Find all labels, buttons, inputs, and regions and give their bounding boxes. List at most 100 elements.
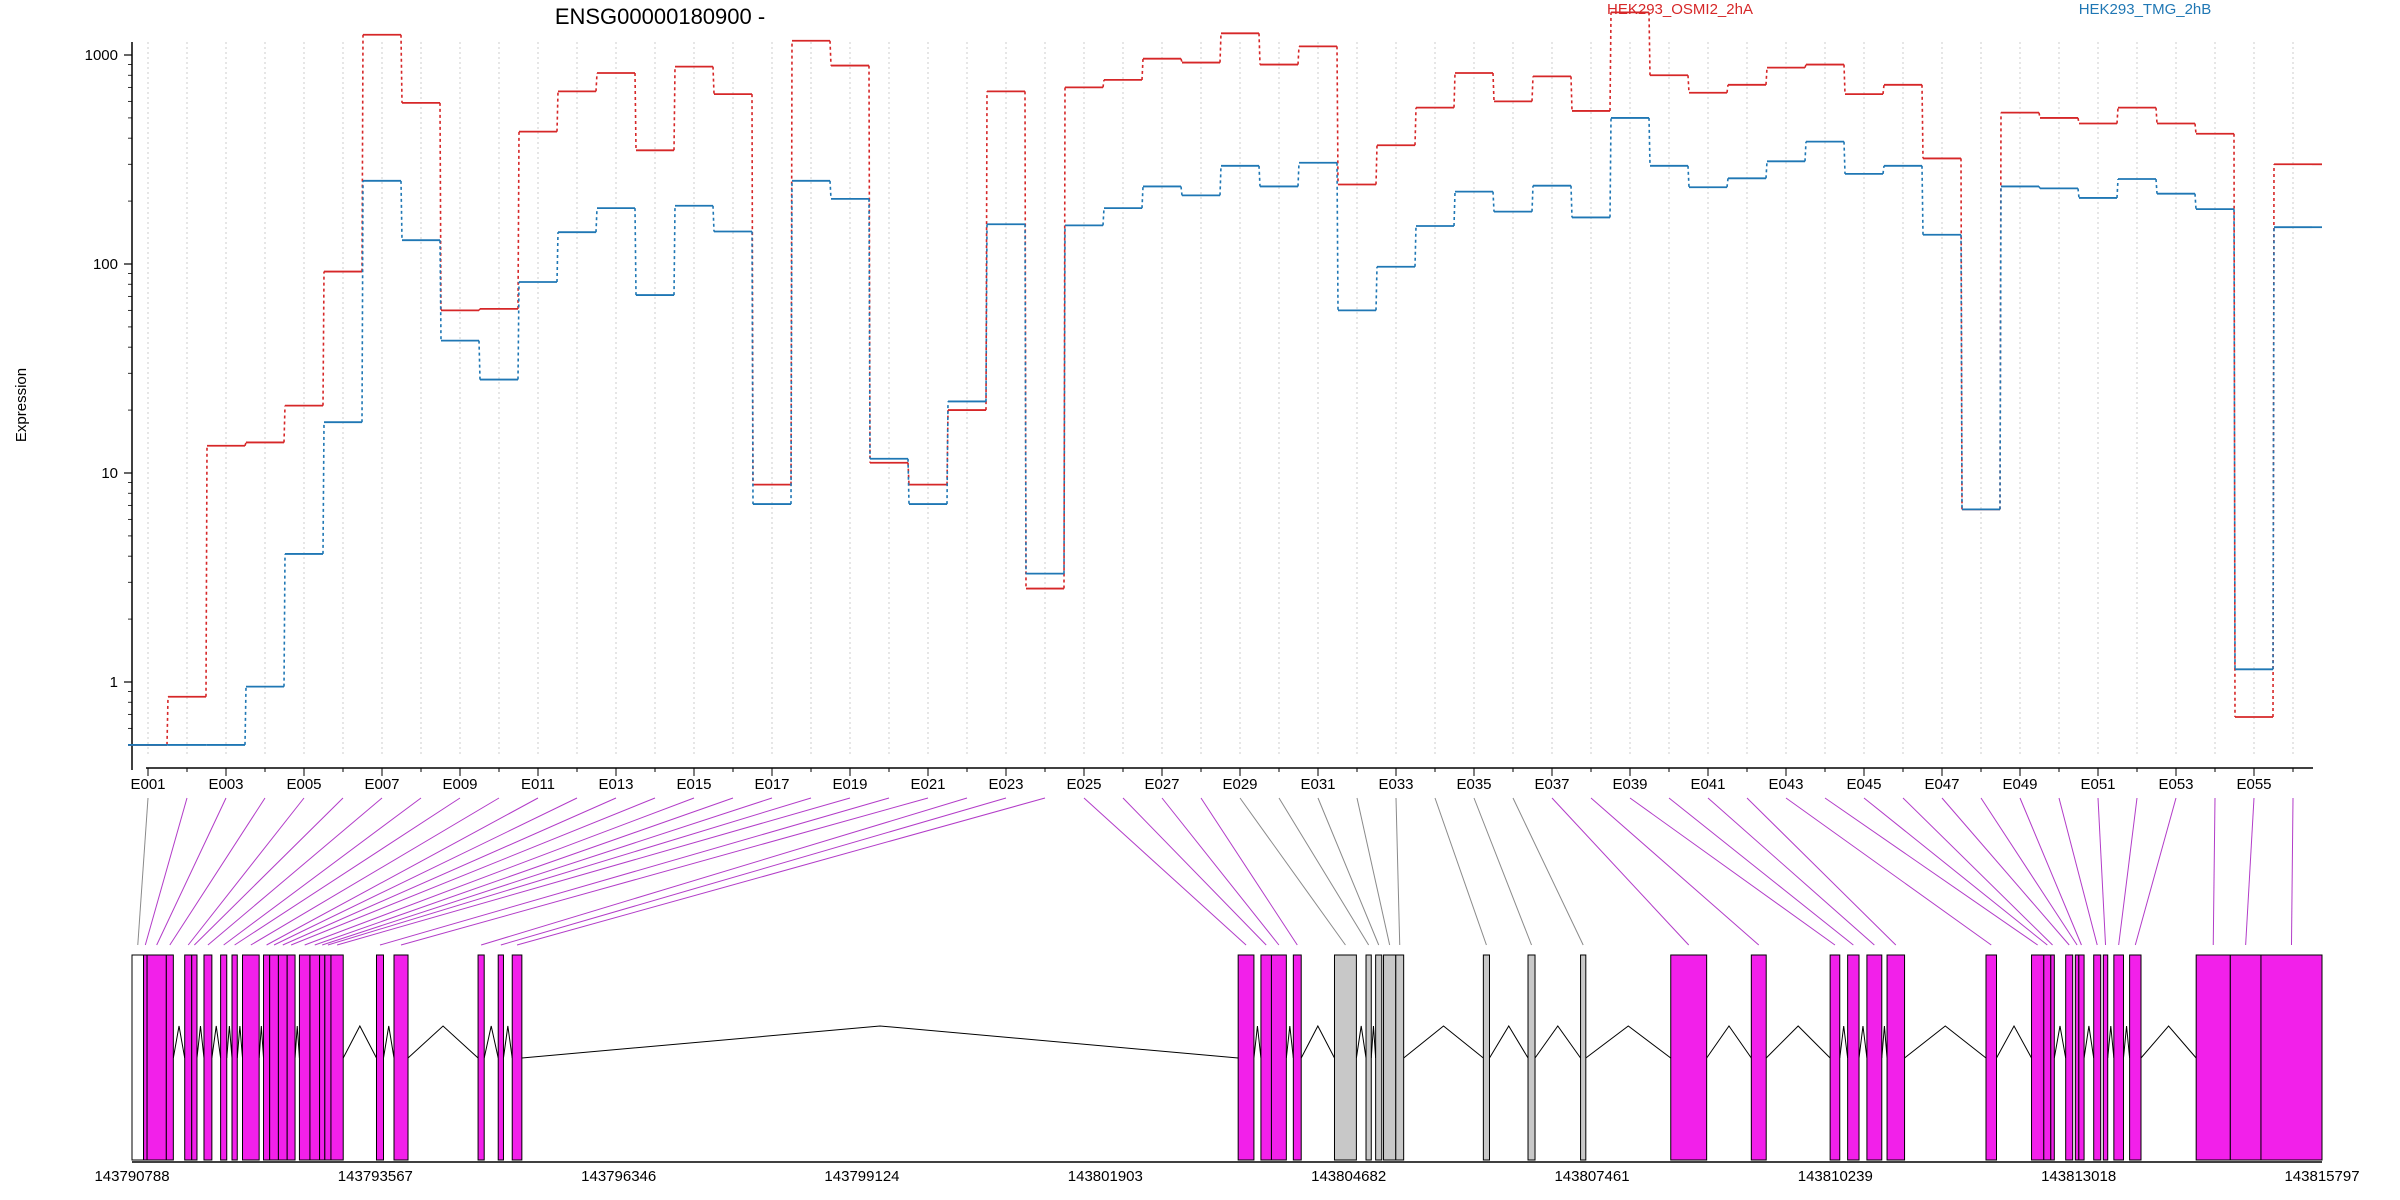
series-connector [322, 422, 325, 554]
exon-box [1375, 954, 1383, 1161]
series-connector [1609, 12, 1612, 111]
series-connector [1804, 141, 1807, 162]
exon-box [146, 954, 167, 1161]
exon-connector [500, 797, 1007, 946]
x-tick-label: E041 [1690, 776, 1725, 793]
exon-connector [1434, 797, 1487, 946]
exon-box [263, 954, 271, 1161]
series-connector [2194, 123, 2197, 134]
series-connector [478, 308, 481, 311]
intron-line [2053, 1025, 2067, 1059]
series-connector [712, 205, 715, 232]
series-connector [1609, 117, 1612, 218]
series-connector [2038, 186, 2041, 189]
x-tick-label: E021 [910, 776, 945, 793]
series-connector [1141, 58, 1144, 80]
exon-connector [1473, 797, 1532, 946]
exon-connector [193, 797, 344, 946]
exon-box [1866, 954, 1883, 1161]
intron-line [196, 1025, 205, 1059]
series-connector [1297, 162, 1300, 187]
series-connector [1960, 234, 1963, 510]
exon-connector [1317, 797, 1380, 946]
series-connector [790, 180, 793, 505]
series-connector [400, 34, 403, 103]
exon-box [191, 954, 198, 1161]
y-axis: 1 10 100 1000 [85, 42, 133, 770]
series-connector [1570, 185, 1573, 218]
exon-box [286, 954, 296, 1161]
exon-box [511, 954, 523, 1161]
exon-connector [327, 797, 812, 946]
exon-box [1270, 954, 1287, 1161]
series-connector [2038, 112, 2041, 119]
exon-connector [1083, 797, 1247, 946]
coord-tick-label: 143815797 [2284, 1168, 2359, 1185]
intron-line [2083, 1025, 2095, 1059]
series-connector [1141, 186, 1144, 209]
series-connector [1882, 84, 1885, 95]
intron-line [1355, 1025, 1367, 1059]
exon-box [2129, 954, 2142, 1161]
coord-tick-label: 143796346 [581, 1168, 656, 1185]
intron-line [1534, 1025, 1581, 1059]
series-connector [556, 232, 559, 283]
intron-line [211, 1025, 222, 1059]
x-tick-label: E039 [1612, 776, 1647, 793]
series-connector [1882, 165, 1885, 174]
intron-line [294, 1025, 300, 1059]
intron-line [2122, 1025, 2131, 1059]
coordinate-axis: 143790788 143793567 143796346 143799124 1438… [94, 1161, 2360, 1185]
exon-box [1750, 954, 1767, 1161]
exon-connector [234, 797, 461, 946]
series-connector [1765, 161, 1768, 179]
exon-connector [322, 797, 773, 946]
intron-line [236, 1025, 244, 1059]
exon-box [2229, 954, 2262, 1161]
x-tick-label: E033 [1378, 776, 1413, 793]
series-connector [1726, 84, 1729, 93]
exon-connector-lines [137, 797, 2294, 946]
intron-line [1706, 1025, 1752, 1059]
exon-connector [304, 797, 695, 946]
gene-model [131, 954, 2323, 1161]
x-tick-label: E005 [286, 776, 321, 793]
exon-box [1985, 954, 1998, 1161]
exon-connector [137, 797, 149, 946]
coord-tick-label: 143799124 [824, 1168, 899, 1185]
exon-connector [2019, 797, 2082, 946]
intron-line [172, 1025, 186, 1059]
exon-box [330, 954, 344, 1161]
series-connector [634, 208, 637, 296]
series-connector [1102, 208, 1105, 226]
series-connector [1336, 162, 1339, 311]
exon-connector [1902, 797, 2053, 946]
exon-box [269, 954, 279, 1161]
series-connector [400, 180, 403, 241]
series-connector [712, 66, 715, 95]
series-connector [634, 73, 637, 151]
exon-connector [1941, 797, 2070, 946]
exon-connector [223, 797, 422, 946]
exon-connector [1512, 797, 1584, 946]
x-tick-label: E019 [832, 776, 867, 793]
y-tick-label: 1000 [85, 47, 118, 64]
series-connector [868, 65, 871, 463]
x-axis: E001 E003 E005 E007 E009 E011 E013 E015 E017 E019… [130, 767, 2313, 793]
series-connector [1297, 46, 1300, 65]
intron-line [1904, 1025, 1987, 1059]
series-connector [1102, 79, 1105, 88]
series-connector [595, 72, 598, 92]
exon-connector [2118, 797, 2138, 946]
series-connector [1453, 72, 1456, 108]
series-connector [1648, 117, 1651, 166]
x-tick-label: E007 [364, 776, 399, 793]
exon-connector [480, 797, 968, 946]
exon-connector [2134, 797, 2177, 946]
exon-box [375, 954, 384, 1161]
series-connector [829, 40, 832, 66]
x-tick-label: E003 [208, 776, 243, 793]
coord-tick-label: 143801903 [1068, 1168, 1143, 1185]
series-connector [205, 445, 208, 697]
series-connector [556, 91, 559, 132]
